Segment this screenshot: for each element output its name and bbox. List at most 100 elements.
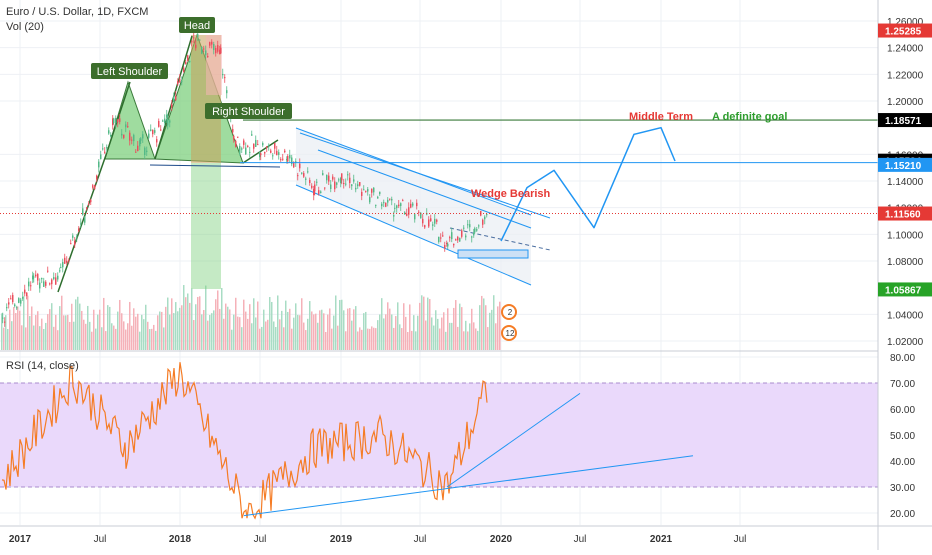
volume-bar	[151, 328, 153, 350]
volume-bar	[181, 305, 183, 350]
volume-bar	[45, 322, 47, 350]
volume-bar	[91, 331, 93, 350]
candle-body	[84, 216, 86, 223]
volume-bar	[53, 326, 55, 350]
candle-body	[144, 147, 146, 155]
volume-bar	[265, 321, 267, 350]
price-tick-label: 1.08000	[887, 257, 924, 268]
candle-body	[396, 205, 398, 209]
candle-body	[375, 204, 377, 206]
candle-body	[127, 126, 129, 128]
rsi-trendline-long	[243, 455, 694, 517]
candle-body	[16, 307, 18, 309]
volume-bar	[81, 310, 83, 350]
candle-body	[416, 202, 418, 207]
price-tick-label: 1.22000	[887, 70, 924, 81]
candle-body	[363, 189, 365, 191]
candle-body	[92, 185, 94, 188]
volume-bar	[155, 330, 157, 350]
volume-bar	[193, 320, 195, 350]
volume-bar	[149, 329, 151, 350]
volume-bar	[37, 311, 39, 350]
volume-bar	[123, 321, 125, 350]
candle-body	[187, 55, 189, 61]
volume-bar	[7, 329, 9, 350]
volume-bar	[285, 300, 287, 350]
candle-body	[287, 155, 289, 162]
candle-body	[486, 213, 488, 216]
candle-body	[119, 118, 121, 122]
volume-bar	[175, 302, 177, 350]
candle-body	[88, 203, 90, 205]
candle-body	[257, 144, 259, 146]
candle-body	[314, 184, 316, 192]
candle-body	[341, 173, 343, 181]
volume-bar	[105, 331, 107, 350]
candle-body	[474, 228, 476, 233]
volume-bar	[201, 314, 203, 350]
candle-body	[457, 236, 459, 241]
candle-body	[224, 77, 226, 79]
volume-bar	[279, 319, 281, 350]
wedge-lower-line	[295, 184, 532, 286]
volume-bar	[393, 327, 395, 350]
volume-bars	[1, 285, 501, 350]
volume-bar	[419, 302, 421, 350]
volume-bar	[141, 314, 143, 350]
volume-bar	[389, 308, 391, 350]
candle-body	[82, 208, 84, 215]
volume-bar	[315, 313, 317, 350]
candle-body	[444, 245, 446, 249]
candle-body	[55, 277, 57, 285]
wedge-bearish-label: Wedge Bearish	[471, 188, 551, 200]
price-candles	[2, 31, 488, 327]
volume-bar	[171, 298, 173, 350]
volume-bar	[287, 311, 289, 350]
candle-body	[18, 298, 20, 303]
volume-bar	[67, 314, 69, 350]
candle-body	[282, 158, 284, 160]
volume-bar	[117, 311, 119, 350]
candle-body	[353, 179, 355, 182]
time-label: Jul	[574, 534, 587, 545]
price-tick-label: 1.20000	[887, 97, 924, 108]
candle-body	[100, 154, 102, 160]
candle-body	[268, 145, 270, 147]
volume-bar	[211, 313, 213, 350]
candle-body	[32, 275, 34, 280]
volume-bar	[197, 296, 199, 350]
candle-body	[406, 213, 408, 216]
volume-bar	[405, 316, 407, 350]
rsi-line	[1, 362, 488, 520]
volume-bar	[361, 329, 363, 350]
candle-body	[6, 307, 8, 309]
candle-body	[189, 60, 191, 62]
volume-bar	[371, 326, 373, 350]
volume-bar	[257, 301, 259, 350]
candle-body	[338, 179, 340, 181]
candle-body	[469, 224, 471, 228]
volume-bar	[69, 321, 71, 350]
volume-bar	[455, 300, 457, 350]
candle-body	[222, 73, 224, 76]
volume-bar	[429, 299, 431, 350]
volume-bar	[179, 307, 181, 350]
candle-body	[255, 140, 257, 147]
head-projection-box	[191, 163, 221, 289]
candle-body	[274, 142, 276, 149]
candle-body	[166, 114, 168, 118]
volume-bar	[21, 325, 23, 350]
volume-bar	[107, 305, 109, 350]
volume-bar	[295, 303, 297, 350]
volume-bar	[205, 285, 207, 350]
candle-body	[211, 41, 213, 45]
candle-body	[235, 141, 237, 147]
candle-body	[108, 130, 110, 134]
volume-bar	[323, 313, 325, 350]
volume-bar	[169, 314, 171, 350]
candle-body	[484, 216, 486, 220]
volume-bar	[377, 320, 379, 350]
candle-body	[68, 259, 70, 261]
neckline	[149, 164, 281, 168]
